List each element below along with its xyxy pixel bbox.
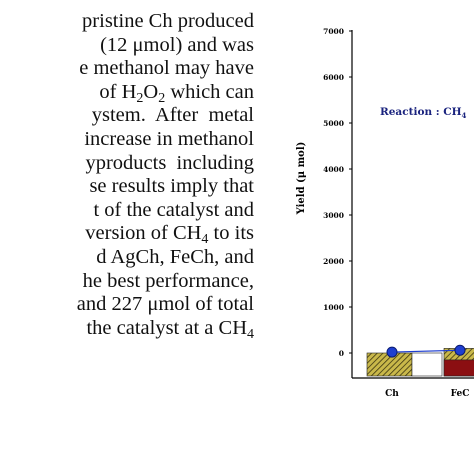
- text-line: ystem. After metal: [0, 104, 254, 128]
- text-run: the catalyst at a CH: [86, 316, 247, 339]
- text-line: se results imply that: [0, 175, 254, 199]
- subscript: 4: [201, 232, 209, 248]
- text-line: t of the catalyst and: [0, 199, 254, 223]
- text-run: e methanol may have: [79, 57, 254, 80]
- annotation: Reaction : CH4: [380, 106, 467, 120]
- y-tick-label: 2000: [323, 257, 344, 266]
- subscript: 2: [158, 90, 166, 106]
- text-run: increase in methanol: [84, 127, 254, 150]
- text-run: he best performance,: [82, 269, 254, 292]
- subscript: 4: [247, 326, 254, 342]
- body-text: pristine Ch produced (12 μmol) and was e m…: [0, 10, 254, 342]
- text-line: and 227 μmol of total: [0, 293, 254, 317]
- subscript: 4: [462, 111, 467, 120]
- y-tick-label: 1000: [323, 303, 344, 312]
- text-run: d AgCh, FeCh, and: [96, 245, 254, 268]
- text-run: to its: [208, 222, 254, 245]
- text-line: he best performance,: [0, 270, 254, 294]
- text-line: e methanol may have: [0, 57, 254, 81]
- text-run: version of CH: [85, 222, 202, 245]
- text-line: of H2O2 which can: [0, 80, 254, 106]
- y-tick-label: 6000: [323, 73, 344, 82]
- text-run: which can: [165, 80, 254, 103]
- text-run: (12 μmol) and was: [100, 33, 254, 56]
- bar: [443, 359, 474, 377]
- line-point: [454, 344, 466, 356]
- text-line: pristine Ch produced: [0, 10, 254, 34]
- line: [391, 349, 461, 353]
- y-tick-label: 7000: [323, 27, 344, 36]
- text-run: O: [143, 80, 159, 103]
- text-line: d AgCh, FeCh, and: [0, 246, 254, 270]
- text-run: t of the catalyst and: [93, 198, 254, 221]
- y-tick-label: 4000: [323, 165, 344, 174]
- subscript: 2: [136, 90, 144, 106]
- bar-gap: [411, 352, 443, 377]
- text-line: the catalyst at a CH4: [0, 316, 254, 342]
- x-tick-label: Ch: [385, 389, 399, 399]
- text-run: and 227 μmol of total: [76, 293, 254, 316]
- y-tick-label: 0: [339, 349, 344, 358]
- text-run: pristine Ch produced: [82, 10, 254, 32]
- y-tick-label: 5000: [323, 119, 344, 128]
- y-axis-label: Yield (μ mol): [296, 142, 307, 216]
- text-line: yproducts including: [0, 152, 254, 176]
- text-run: se results imply that: [89, 175, 254, 198]
- line-point: [386, 346, 398, 358]
- text-run: ystem. After metal: [91, 104, 254, 127]
- text-run: yproducts including: [85, 151, 254, 174]
- y-tick-label: 3000: [323, 211, 344, 220]
- text-run: of H: [99, 80, 137, 103]
- text-line: increase in methanol: [0, 128, 254, 152]
- text-line: (12 μmol) and was: [0, 34, 254, 58]
- text-run: Reaction : CH: [380, 106, 462, 118]
- text-line: version of CH4 to its: [0, 222, 254, 248]
- x-tick-label: FeC: [451, 389, 470, 399]
